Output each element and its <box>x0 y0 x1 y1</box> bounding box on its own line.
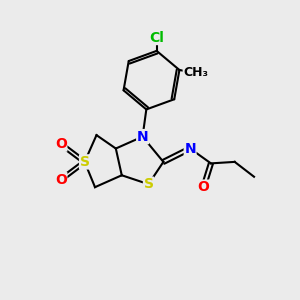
Text: O: O <box>55 137 67 151</box>
Text: S: S <box>143 177 154 191</box>
Text: S: S <box>80 155 90 169</box>
Text: N: N <box>184 142 196 155</box>
Text: Cl: Cl <box>149 31 164 44</box>
Text: CH₃: CH₃ <box>183 67 208 80</box>
Text: N: N <box>137 130 148 144</box>
Text: O: O <box>198 180 209 194</box>
Text: O: O <box>55 173 67 187</box>
